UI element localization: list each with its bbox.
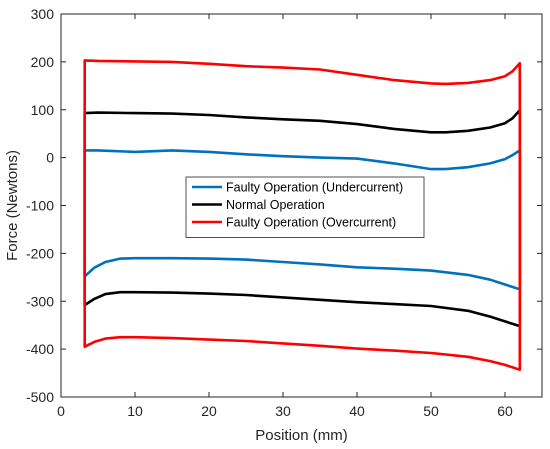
y-axis-title: Force (Newtons) xyxy=(4,150,21,261)
y-tick-label: 300 xyxy=(31,6,55,22)
y-tick-label: -100 xyxy=(26,198,54,214)
y-tick-label: -300 xyxy=(26,293,54,309)
legend-box xyxy=(185,176,425,238)
series-layer xyxy=(83,59,522,372)
x-tick-label: 10 xyxy=(127,403,143,419)
series-line-3 xyxy=(83,59,522,372)
legend-label-1: Faulty Operation (Undercurrent) xyxy=(226,181,403,195)
x-axis-title: Position (mm) xyxy=(255,427,348,444)
y-tick-label: -400 xyxy=(26,341,54,357)
y-tick-label: 200 xyxy=(31,54,55,70)
y-tick-label: -500 xyxy=(26,389,54,405)
legend-label-3: Faulty Operation (Overcurrent) xyxy=(226,216,396,230)
plot-area: 0 10 20 30 40 50 60 -500 -400 -300 -200 -100 0 100 200… xyxy=(26,6,543,419)
x-tick-label: 20 xyxy=(201,403,217,419)
ticks-layer: 0 10 20 30 40 50 60 -500 -400 -300 -200 -100 0 100 200… xyxy=(26,6,542,419)
x-tick-label: 30 xyxy=(275,403,291,419)
y-tick-label: 0 xyxy=(46,150,54,166)
y-tick-label: 100 xyxy=(31,102,55,118)
legend: Faulty Operation (Undercurrent) Normal Op… xyxy=(185,176,425,238)
x-tick-label: 40 xyxy=(349,403,365,419)
legend-entries: Faulty Operation (Undercurrent) Normal Op… xyxy=(192,181,403,230)
x-tick-label: 50 xyxy=(423,403,439,419)
y-tick-label: -200 xyxy=(26,245,54,261)
x-tick-label: 60 xyxy=(497,403,513,419)
legend-label-2: Normal Operation xyxy=(226,198,325,212)
x-tick-label: 0 xyxy=(57,403,65,419)
